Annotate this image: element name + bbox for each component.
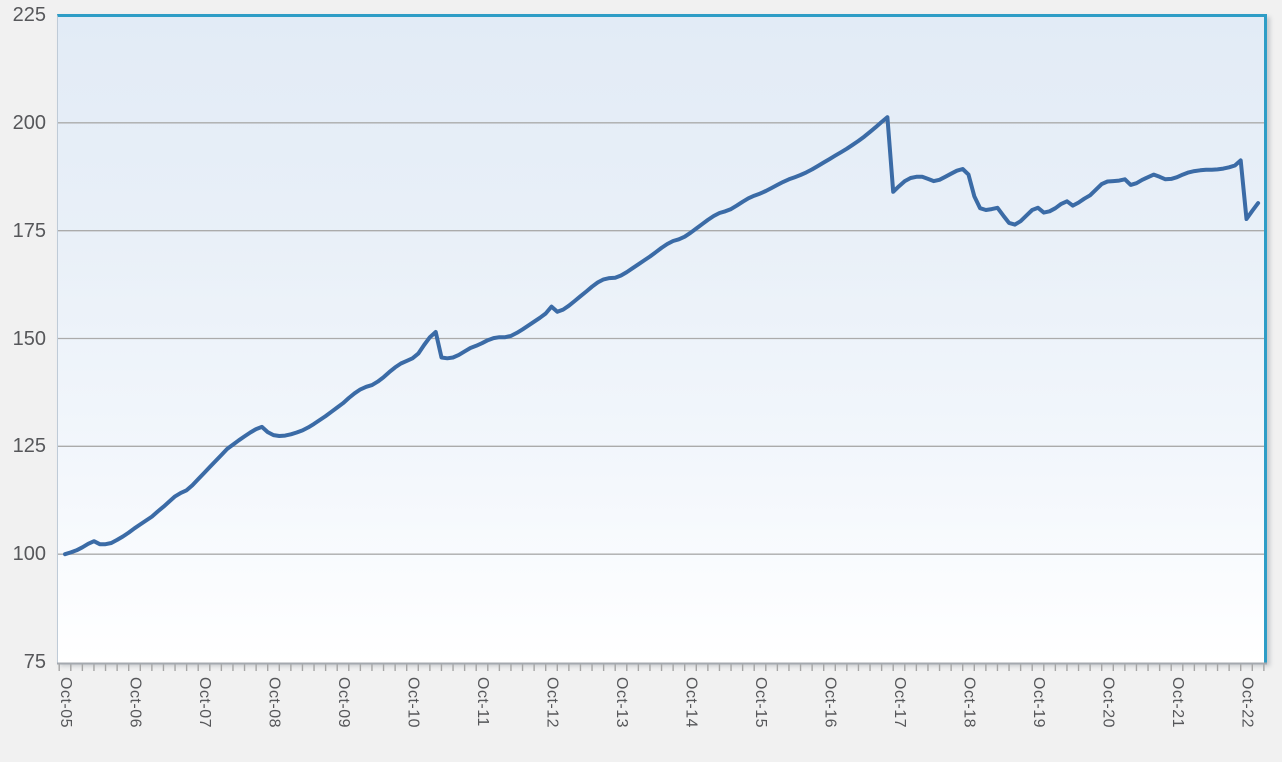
x-axis-label: Oct-05 xyxy=(57,677,74,729)
y-axis-label: 200 xyxy=(12,111,46,134)
y-axis-label: 225 xyxy=(12,4,46,26)
data-series-line xyxy=(63,115,1261,557)
x-axis-label: Oct-13 xyxy=(613,677,630,729)
x-axis-label: Oct-17 xyxy=(891,677,908,729)
x-axis-label: Oct-12 xyxy=(543,677,561,729)
x-axis-label: Oct-10 xyxy=(404,677,422,729)
x-axis-label: Oct-18 xyxy=(960,677,978,729)
x-axis-label: Oct-16 xyxy=(821,677,839,729)
y-axis-label: 100 xyxy=(12,543,46,566)
x-axis-label: Oct-08 xyxy=(265,677,283,729)
x-axis-label: Oct-09 xyxy=(335,677,352,729)
y-axis-label: 75 xyxy=(23,651,46,673)
x-axis-label: Oct-07 xyxy=(196,677,213,729)
x-axis-label: Oct-21 xyxy=(1169,677,1186,729)
x-axis-label: Oct-11 xyxy=(474,677,491,727)
x-axis-label: Oct-06 xyxy=(126,677,144,729)
x-axis-label: Oct-14 xyxy=(682,677,700,729)
x-axis-label: Oct-22 xyxy=(1238,677,1256,729)
y-axis-label: 125 xyxy=(12,435,46,458)
x-axis-label: Oct-20 xyxy=(1099,677,1117,729)
y-axis-label: 175 xyxy=(12,219,46,242)
y-axis-label: 150 xyxy=(12,327,46,350)
x-axis-label: Oct-19 xyxy=(1030,677,1047,729)
x-axis-label: Oct-15 xyxy=(752,677,769,729)
